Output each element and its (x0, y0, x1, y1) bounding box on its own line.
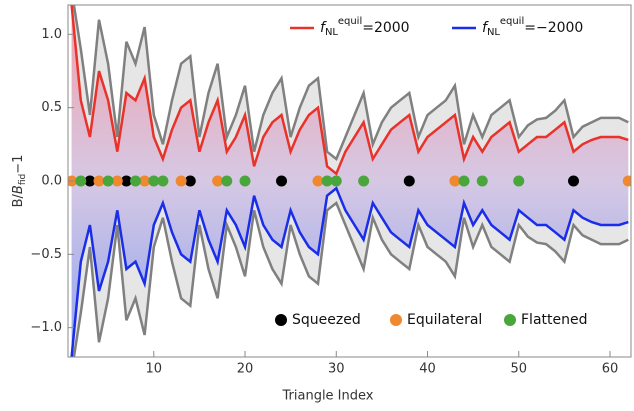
point (330, 175, 342, 187)
band-line (72, 5, 629, 162)
line (70, 5, 629, 176)
point (175, 175, 187, 187)
y-tick-label: 0.5 (41, 100, 62, 115)
x-tick-label: 50 (510, 362, 527, 377)
point (403, 175, 415, 187)
legend-sub: NL (325, 27, 338, 38)
x-tick-label: 30 (328, 362, 345, 377)
y-tick-label: 0.0 (41, 174, 62, 189)
legend-sub: NL (487, 27, 500, 38)
legend-sup: equil (500, 16, 524, 27)
x-tick-label: 10 (145, 362, 162, 377)
point (84, 175, 96, 187)
point (458, 175, 470, 187)
y-tick-label: 1.0 (41, 27, 62, 42)
point (239, 175, 251, 187)
point (622, 175, 631, 187)
legend-swatch (504, 314, 516, 326)
point (212, 175, 224, 187)
legend-swatch (275, 314, 287, 326)
point (476, 175, 488, 187)
point (102, 175, 114, 187)
legend-label: Flattened (521, 312, 588, 328)
legend-label: fNLequil=−2000 (482, 16, 583, 38)
point (157, 175, 169, 187)
legend-label: fNLequil=2000 (320, 16, 410, 38)
point (120, 175, 132, 187)
series-layer (68, 5, 631, 357)
legend-name: =−2000 (524, 20, 583, 36)
point (312, 175, 324, 187)
legend-swatch (390, 314, 402, 326)
x-tick-label: 20 (237, 362, 254, 377)
line (70, 186, 629, 357)
point (184, 175, 196, 187)
point (513, 175, 525, 187)
legend-symbol: f (482, 20, 489, 36)
point (358, 175, 370, 187)
series-fill (71, 5, 629, 357)
point (93, 175, 105, 187)
x-tick-label: 40 (419, 362, 436, 377)
legend-sup: equil (338, 16, 362, 27)
legend-label: Equilateral (407, 312, 482, 328)
x-tick-label: 60 (602, 362, 619, 377)
plot-area: 10 20 30 40 50 60−1.0−0.50.00.51.0 fNLequil=20… (30, 4, 632, 377)
point (321, 175, 333, 187)
point (568, 175, 580, 187)
point (139, 175, 151, 187)
legend-symbol: f (320, 20, 327, 36)
legend-name: =2000 (362, 20, 409, 36)
y-axis-label: B/Bfid−1 (11, 155, 28, 208)
point (148, 175, 160, 187)
point (276, 175, 288, 187)
point (75, 175, 87, 187)
point (130, 175, 142, 187)
band-line (72, 200, 629, 357)
point (449, 175, 461, 187)
y-tick-label: −0.5 (30, 247, 62, 262)
point (221, 175, 233, 187)
x-axis-label: Triangle Index (282, 389, 374, 404)
point (111, 175, 123, 187)
legend-label: Squeezed (292, 312, 361, 328)
y-tick-label: −1.0 (30, 320, 62, 335)
